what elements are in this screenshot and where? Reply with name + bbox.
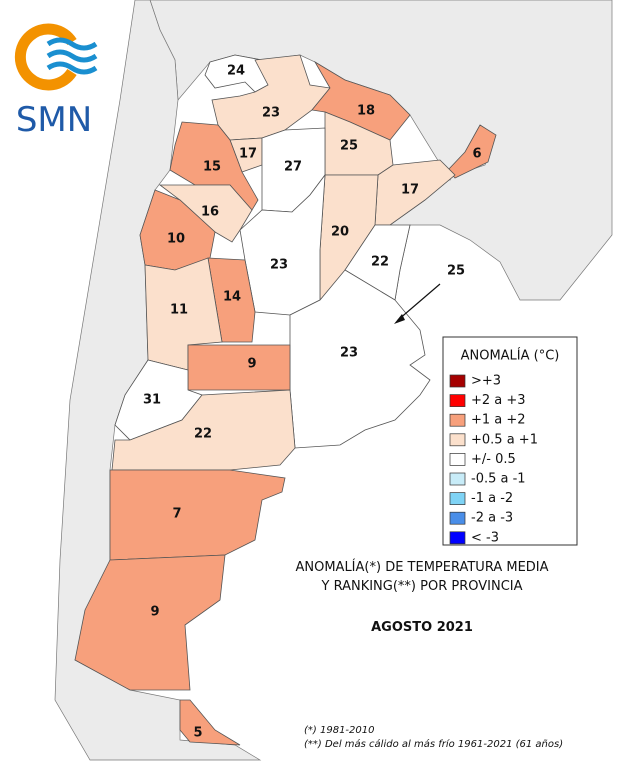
province xyxy=(344,224,411,301)
rank-label: 11 xyxy=(170,303,188,318)
rank-label: 18 xyxy=(357,104,375,119)
legend-label: +/- 0.5 xyxy=(471,452,516,467)
legend-label: +1 a +2 xyxy=(471,413,526,428)
rank-label: 25 xyxy=(340,139,358,154)
title-period: AGOSTO 2021 xyxy=(371,620,473,635)
legend-label: -0.5 a -1 xyxy=(471,472,526,487)
caba-box xyxy=(432,258,480,284)
rank-label: 22 xyxy=(371,255,389,270)
logo-arc xyxy=(14,23,77,91)
title-line: ANOMALÍA(*) DE TEMPERATURA MEDIA xyxy=(295,559,548,575)
logo-text: SMN xyxy=(16,100,92,140)
logo-wave xyxy=(46,37,98,51)
legend-title: ANOMALÍA (°C) xyxy=(461,348,560,364)
caba-arrow xyxy=(397,283,441,321)
rank-label: 31 xyxy=(143,393,161,408)
legend-label: +2 a +3 xyxy=(471,393,526,408)
legend-label: < -3 xyxy=(471,530,499,545)
rank-label: 9 xyxy=(150,605,159,620)
legend-swatch xyxy=(449,531,466,545)
legend: ANOMALÍA (°C) >+3 +2 a +3 +1 a +2 +0.5 a +1… xyxy=(442,336,578,546)
legend-swatch xyxy=(449,472,466,486)
rank-label: 23 xyxy=(262,106,280,121)
rank-label: 9 xyxy=(247,357,256,372)
logo: SMN xyxy=(14,23,98,140)
rank-label: 15 xyxy=(203,160,221,175)
legend-label: >+3 xyxy=(471,374,501,389)
legend-swatch xyxy=(449,492,466,505)
rank-label: 20 xyxy=(331,225,349,240)
legend-swatch xyxy=(449,511,466,525)
rank-label: 23 xyxy=(270,258,288,273)
rank-label: 6 xyxy=(472,147,481,162)
rank-labels: 24 23 18 25 6 17 17 15 27 16 10 20 22 23… xyxy=(143,64,482,741)
legend-label: -2 a -3 xyxy=(471,511,513,526)
legend-swatch xyxy=(449,433,466,447)
province xyxy=(111,389,296,471)
rank-label: 16 xyxy=(201,205,219,220)
caba-arrowhead xyxy=(394,314,405,324)
province xyxy=(74,554,226,691)
province xyxy=(447,124,497,179)
province xyxy=(289,269,431,449)
legend-swatch xyxy=(449,374,466,388)
rank-label: 23 xyxy=(340,346,358,361)
province xyxy=(109,469,286,561)
rank-label: 22 xyxy=(194,427,212,442)
logo-wave xyxy=(46,61,98,75)
logo-wave xyxy=(46,49,98,63)
caba-label: 25 xyxy=(447,264,465,279)
rank-label: 14 xyxy=(223,290,241,305)
footnote: (**) Del más cálido al más frío 1961-202… xyxy=(304,738,563,750)
province xyxy=(187,344,291,391)
rank-label: 17 xyxy=(239,147,257,162)
legend-swatch xyxy=(449,453,466,466)
provinces xyxy=(74,54,497,746)
rank-label: 27 xyxy=(284,160,302,175)
rank-label: 24 xyxy=(227,64,245,79)
rank-label: 17 xyxy=(401,183,419,198)
title-line: Y RANKING(**) POR PROVINCIA xyxy=(321,579,523,594)
legend-label: +0.5 a +1 xyxy=(471,432,538,447)
legend-swatch xyxy=(449,394,466,407)
legend-label: -1 a -2 xyxy=(471,491,513,506)
rank-label: 5 xyxy=(193,726,202,741)
legend-swatch xyxy=(449,413,466,427)
footnote: (*) 1981-2010 xyxy=(304,725,375,736)
rank-label: 10 xyxy=(167,232,185,247)
rank-label: 7 xyxy=(172,507,181,522)
province xyxy=(179,699,241,746)
